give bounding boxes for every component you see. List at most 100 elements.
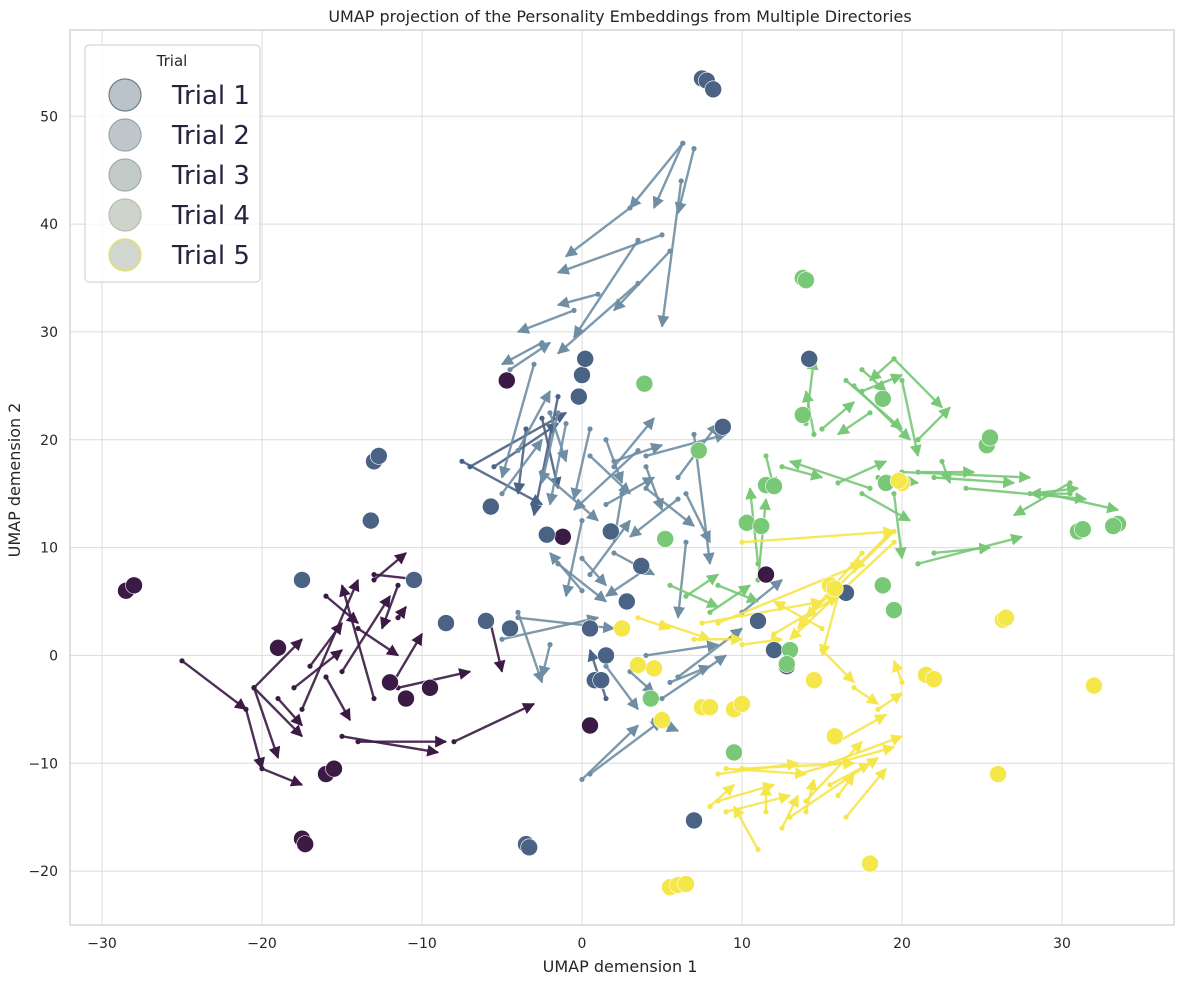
trajectory-arrow xyxy=(499,363,536,479)
trajectory-arrow xyxy=(573,449,639,511)
trajectory-arrow xyxy=(357,627,399,657)
embedding-point xyxy=(1085,676,1103,695)
embedding-point xyxy=(656,530,675,548)
trajectory-arrow xyxy=(756,497,771,581)
y-tick-label: 20 xyxy=(40,433,58,449)
x-tick-label: 30 xyxy=(1053,936,1071,952)
embedding-point xyxy=(437,614,455,632)
trajectory-arrow xyxy=(674,148,696,215)
trajectory-point xyxy=(739,539,745,545)
embedding-point xyxy=(677,875,695,893)
embedding-point xyxy=(477,612,495,630)
trajectory-arrow xyxy=(181,659,247,711)
legend-marker xyxy=(108,158,142,192)
embedding-point xyxy=(685,811,703,830)
x-tick-label: 10 xyxy=(733,936,751,952)
legend-entry-label: Trial 2 xyxy=(171,121,250,151)
embedding-point xyxy=(704,80,723,99)
trajectory-arrow xyxy=(853,384,911,441)
point-layer xyxy=(117,69,1127,897)
trajectory-arrow xyxy=(965,487,1088,505)
trajectory-arrow xyxy=(501,614,600,641)
trajectory-arrow xyxy=(461,460,544,506)
arrow-layer xyxy=(179,140,1120,853)
embedding-point xyxy=(797,271,815,289)
trajectory-arrow xyxy=(277,697,303,727)
embedding-point xyxy=(777,655,796,673)
embedding-point xyxy=(520,838,539,857)
trajectory-arrow xyxy=(709,584,751,614)
embedding-point xyxy=(629,656,647,674)
trajectory-arrow xyxy=(901,470,1032,484)
embedding-point xyxy=(481,497,500,516)
trajectory-arrow xyxy=(556,233,663,275)
trajectory-arrow xyxy=(548,412,569,463)
trajectory-arrow xyxy=(253,638,303,689)
trajectory-arrow xyxy=(837,773,855,797)
trajectory-arrow xyxy=(509,341,551,371)
legend-entry-label: Trial 3 xyxy=(171,161,250,191)
trajectory-arrow xyxy=(581,724,639,781)
x-tick-label: 0 xyxy=(578,936,587,952)
trajectory-arrow xyxy=(669,584,720,608)
embedding-point xyxy=(889,471,908,490)
embedding-point xyxy=(537,525,556,544)
trajectory-arrow xyxy=(324,676,352,722)
legend-entry-label: Trial 4 xyxy=(171,201,250,231)
y-tick-label: 30 xyxy=(40,325,58,341)
legend-entry-label: Trial 5 xyxy=(171,241,250,271)
trajectory-arrow xyxy=(252,687,281,759)
trajectory-arrow xyxy=(570,428,592,501)
trajectory-arrow xyxy=(629,670,655,695)
trajectory-arrow xyxy=(546,423,568,506)
trajectory-arrow xyxy=(652,142,684,210)
embedding-point xyxy=(381,673,399,692)
trajectory-arrow xyxy=(572,239,640,339)
trajectory-arrow xyxy=(709,783,735,808)
trajectory-arrow xyxy=(538,644,552,679)
trajectory-arrow xyxy=(788,459,871,490)
y-tick-label: 50 xyxy=(40,109,58,125)
trajectory-arrow xyxy=(244,709,265,770)
embedding-point xyxy=(553,528,572,546)
x-tick-label: −10 xyxy=(407,936,437,952)
embedding-point xyxy=(981,428,999,447)
trajectory-arrow xyxy=(453,702,536,743)
embedding-point xyxy=(125,576,143,595)
embedding-point xyxy=(296,835,315,853)
embedding-point xyxy=(1074,520,1092,539)
trajectory-arrow xyxy=(717,562,864,625)
trajectory-arrow xyxy=(339,584,376,699)
embedding-point xyxy=(713,418,732,436)
embedding-point xyxy=(405,571,423,589)
legend-marker xyxy=(108,118,142,152)
trajectory-arrow xyxy=(741,526,896,544)
embedding-point xyxy=(805,671,823,690)
embedding-point xyxy=(873,576,892,595)
embedding-point xyxy=(632,557,651,575)
trajectory-arrow xyxy=(589,719,663,775)
trajectory-arrow xyxy=(589,455,631,495)
y-axis-label: UMAP demension 2 xyxy=(5,403,24,558)
trajectory-arrow xyxy=(861,373,904,393)
trajectory-arrow xyxy=(1012,481,1071,517)
trajectory-arrow xyxy=(673,542,688,619)
embedding-point xyxy=(701,698,719,716)
trajectory-arrow xyxy=(829,734,904,765)
embedding-point xyxy=(861,854,879,873)
trajectory-arrow xyxy=(637,616,672,631)
embedding-point xyxy=(757,565,775,584)
trajectory-arrow xyxy=(629,498,679,538)
trajectory-arrow xyxy=(645,640,720,657)
trajectory-arrow xyxy=(469,411,568,468)
trajectory-arrow xyxy=(657,180,683,328)
trajectory-arrow xyxy=(837,411,871,436)
trajectory-arrow xyxy=(933,476,1016,489)
trajectory-point xyxy=(739,766,745,772)
embedding-point xyxy=(592,671,611,690)
y-tick-label: 0 xyxy=(49,648,58,664)
embedding-point xyxy=(653,711,671,729)
trajectory-arrow xyxy=(516,390,552,452)
embedding-point xyxy=(765,477,783,495)
